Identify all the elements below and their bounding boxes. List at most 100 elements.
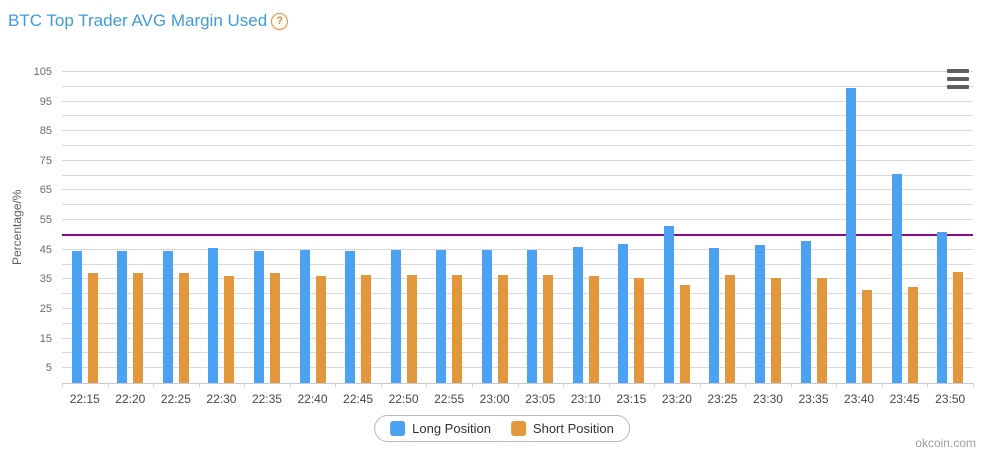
bar-long-position[interactable] — [162, 251, 173, 383]
bar-long-position[interactable] — [709, 248, 720, 383]
x-axis-label: 23:10 — [570, 392, 601, 406]
bar-long-position[interactable] — [345, 251, 356, 383]
y-axis-label: 5 — [45, 362, 52, 375]
x-axis-tick — [426, 383, 428, 387]
bar-short-position[interactable] — [406, 274, 417, 383]
x-axis-label: 22:55 — [434, 392, 465, 406]
gridline — [62, 219, 973, 221]
bar-group: 23:30 — [745, 72, 791, 406]
bar-group: 23:15 — [609, 72, 655, 406]
gridline — [62, 337, 973, 339]
x-axis-tick — [881, 383, 883, 387]
y-axis-label: 75 — [39, 154, 52, 167]
bar-short-position[interactable] — [816, 277, 827, 383]
y-axis-label: 45 — [39, 243, 52, 256]
bar-short-position[interactable] — [725, 274, 736, 383]
gridline — [62, 130, 973, 132]
x-axis-label: 22:15 — [69, 392, 100, 406]
x-axis-tick — [973, 383, 974, 387]
x-axis-label: 23:00 — [479, 392, 510, 406]
x-axis-tick — [745, 383, 747, 387]
legend-item-long-position[interactable]: Long Position — [390, 421, 491, 436]
x-axis-label: 23:30 — [752, 392, 783, 406]
bar-short-position[interactable] — [315, 276, 326, 383]
x-axis-label: 23:35 — [798, 392, 829, 406]
bar-long-position[interactable] — [253, 251, 264, 383]
gridline — [62, 115, 973, 117]
bar-long-position[interactable] — [71, 251, 82, 383]
gridline — [62, 307, 973, 309]
bar-long-position[interactable] — [891, 174, 902, 383]
x-axis-label: 22:40 — [297, 392, 328, 406]
gridline — [62, 159, 973, 161]
bar-short-position[interactable] — [907, 286, 918, 383]
gridline — [62, 204, 973, 206]
bar-long-position[interactable] — [846, 88, 857, 383]
gridline — [62, 367, 973, 369]
x-axis-tick — [198, 383, 200, 387]
bar-long-position[interactable] — [208, 248, 219, 383]
x-axis-tick — [563, 383, 565, 387]
hamburger-menu-icon[interactable] — [947, 69, 969, 89]
x-axis-label: 22:35 — [251, 392, 282, 406]
gridline — [62, 189, 973, 191]
legend-swatch-icon — [390, 421, 406, 436]
bar-group: 22:15 — [62, 72, 108, 406]
bar-long-position[interactable] — [618, 243, 629, 383]
x-axis-tick — [244, 383, 246, 387]
bar-short-position[interactable] — [770, 277, 781, 383]
bar-long-position[interactable] — [390, 249, 401, 383]
chart-header: BTC Top Trader AVG Margin Used ? — [8, 11, 289, 31]
bar-long-position[interactable] — [800, 240, 811, 383]
x-axis-label: 23:45 — [889, 392, 920, 406]
bar-long-position[interactable] — [572, 246, 583, 383]
bar-long-position[interactable] — [299, 249, 310, 383]
bar-long-position[interactable] — [754, 245, 765, 383]
x-axis-tick — [836, 383, 838, 387]
x-axis-tick — [790, 383, 792, 387]
bar-long-position[interactable] — [937, 231, 948, 383]
y-axis-label: 15 — [39, 332, 52, 345]
bar-group: 23:50 — [927, 72, 973, 406]
bar-short-position[interactable] — [224, 276, 235, 383]
bar-short-position[interactable] — [862, 289, 873, 383]
gridline — [62, 145, 973, 147]
legend-item-short-position[interactable]: Short Position — [510, 421, 614, 436]
bar-group: 23:40 — [836, 72, 882, 406]
bar-short-position[interactable] — [543, 274, 554, 383]
bar-short-position[interactable] — [634, 277, 645, 383]
bar-long-position[interactable] — [527, 249, 538, 383]
bar-short-position[interactable] — [87, 273, 98, 383]
bar-long-position[interactable] — [117, 251, 128, 383]
bar-short-position[interactable] — [178, 273, 189, 383]
bar-short-position[interactable] — [361, 274, 372, 383]
bar-short-position[interactable] — [588, 276, 599, 383]
bar-group: 23:25 — [700, 72, 746, 406]
gridline — [62, 322, 973, 324]
bar-group: 23:10 — [563, 72, 609, 406]
x-axis-label: 22:30 — [206, 392, 237, 406]
bar-group: 22:30 — [199, 72, 245, 406]
gridline — [62, 263, 973, 265]
bar-short-position[interactable] — [452, 274, 463, 383]
bar-long-position[interactable] — [481, 249, 492, 383]
bar-long-position[interactable] — [663, 226, 674, 383]
bar-short-position[interactable] — [953, 271, 964, 383]
x-axis-label: 22:25 — [160, 392, 191, 406]
y-axis-label: 65 — [39, 184, 52, 197]
bar-group: 22:35 — [244, 72, 290, 406]
bar-short-position[interactable] — [133, 273, 144, 383]
page-title: BTC Top Trader AVG Margin Used — [8, 11, 268, 30]
x-axis-tick — [153, 383, 155, 387]
x-axis-tick — [699, 383, 701, 387]
bar-short-position[interactable] — [269, 273, 280, 383]
bar-short-position[interactable] — [679, 285, 690, 383]
gridline — [62, 100, 973, 102]
bar-short-position[interactable] — [497, 274, 508, 383]
x-axis-label: 23:15 — [616, 392, 647, 406]
bar-long-position[interactable] — [436, 249, 447, 383]
help-icon[interactable]: ? — [271, 12, 289, 30]
bar-group: 22:25 — [153, 72, 199, 406]
bar-group: 22:55 — [426, 72, 472, 406]
